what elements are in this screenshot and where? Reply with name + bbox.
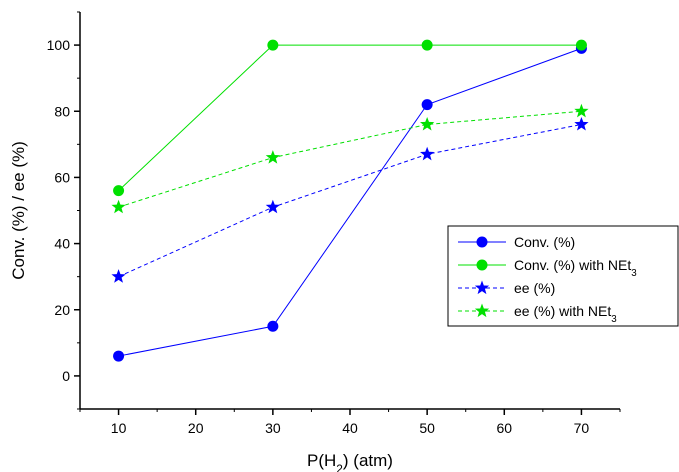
data-point (420, 146, 435, 161)
legend-marker (476, 259, 488, 271)
series-line (118, 123, 582, 278)
legend-item: Conv. (%) with NEt3 (458, 257, 637, 279)
x-tick-label: 60 (496, 420, 512, 436)
series-2 (113, 39, 587, 197)
series-3 (111, 116, 589, 283)
data-point (574, 103, 589, 118)
x-tick-label: 30 (265, 420, 281, 436)
x-tick-label: 20 (188, 420, 204, 436)
legend-label: ee (%) with NEt3 (514, 303, 617, 325)
y-tick-label: 20 (54, 302, 70, 318)
data-point (421, 39, 433, 51)
legend-marker (474, 280, 490, 295)
y-ticks: 0 20 40 60 80 100 (47, 11, 80, 410)
legend-item: ee (%) (458, 280, 555, 296)
series-layer (111, 39, 589, 362)
y-tick-label: 40 (54, 236, 70, 252)
legend-label: ee (%) (514, 280, 555, 296)
y-tick-label: 0 (62, 368, 70, 384)
data-point (267, 320, 279, 332)
legend-marker (476, 236, 488, 248)
x-ticks: 10 20 30 40 50 60 70 (79, 409, 621, 436)
y-tick-label: 60 (54, 169, 70, 185)
data-point (420, 116, 435, 131)
y-tick-label: 100 (47, 37, 71, 53)
y-axis-title: Conv. (%) / ee (%) (9, 141, 28, 280)
data-point (421, 99, 433, 111)
axes (79, 12, 620, 410)
data-point (574, 116, 589, 131)
legend-label: Conv. (%) with NEt3 (514, 257, 637, 279)
x-tick-label: 50 (419, 420, 435, 436)
data-point (113, 185, 125, 197)
x-tick-label: 10 (111, 420, 127, 436)
x-tick-label: 40 (342, 420, 358, 436)
x-tick-label: 70 (574, 420, 590, 436)
series-line (118, 44, 582, 192)
legend-marker (474, 303, 490, 318)
data-point (575, 39, 587, 51)
data-point (113, 350, 125, 362)
legend-item: ee (%) with NEt3 (458, 303, 617, 325)
series-line (118, 110, 582, 208)
y-tick-label: 80 (54, 103, 70, 119)
data-point (267, 39, 279, 51)
series-4 (111, 103, 589, 214)
legend-item: Conv. (%) (458, 234, 575, 250)
data-point (111, 269, 126, 283)
x-axis-title: P(H2) (atm) (307, 451, 393, 472)
data-point (111, 199, 126, 214)
data-point (265, 199, 280, 214)
legend-label: Conv. (%) (514, 234, 575, 250)
series-line (118, 47, 582, 357)
data-point (265, 150, 280, 164)
